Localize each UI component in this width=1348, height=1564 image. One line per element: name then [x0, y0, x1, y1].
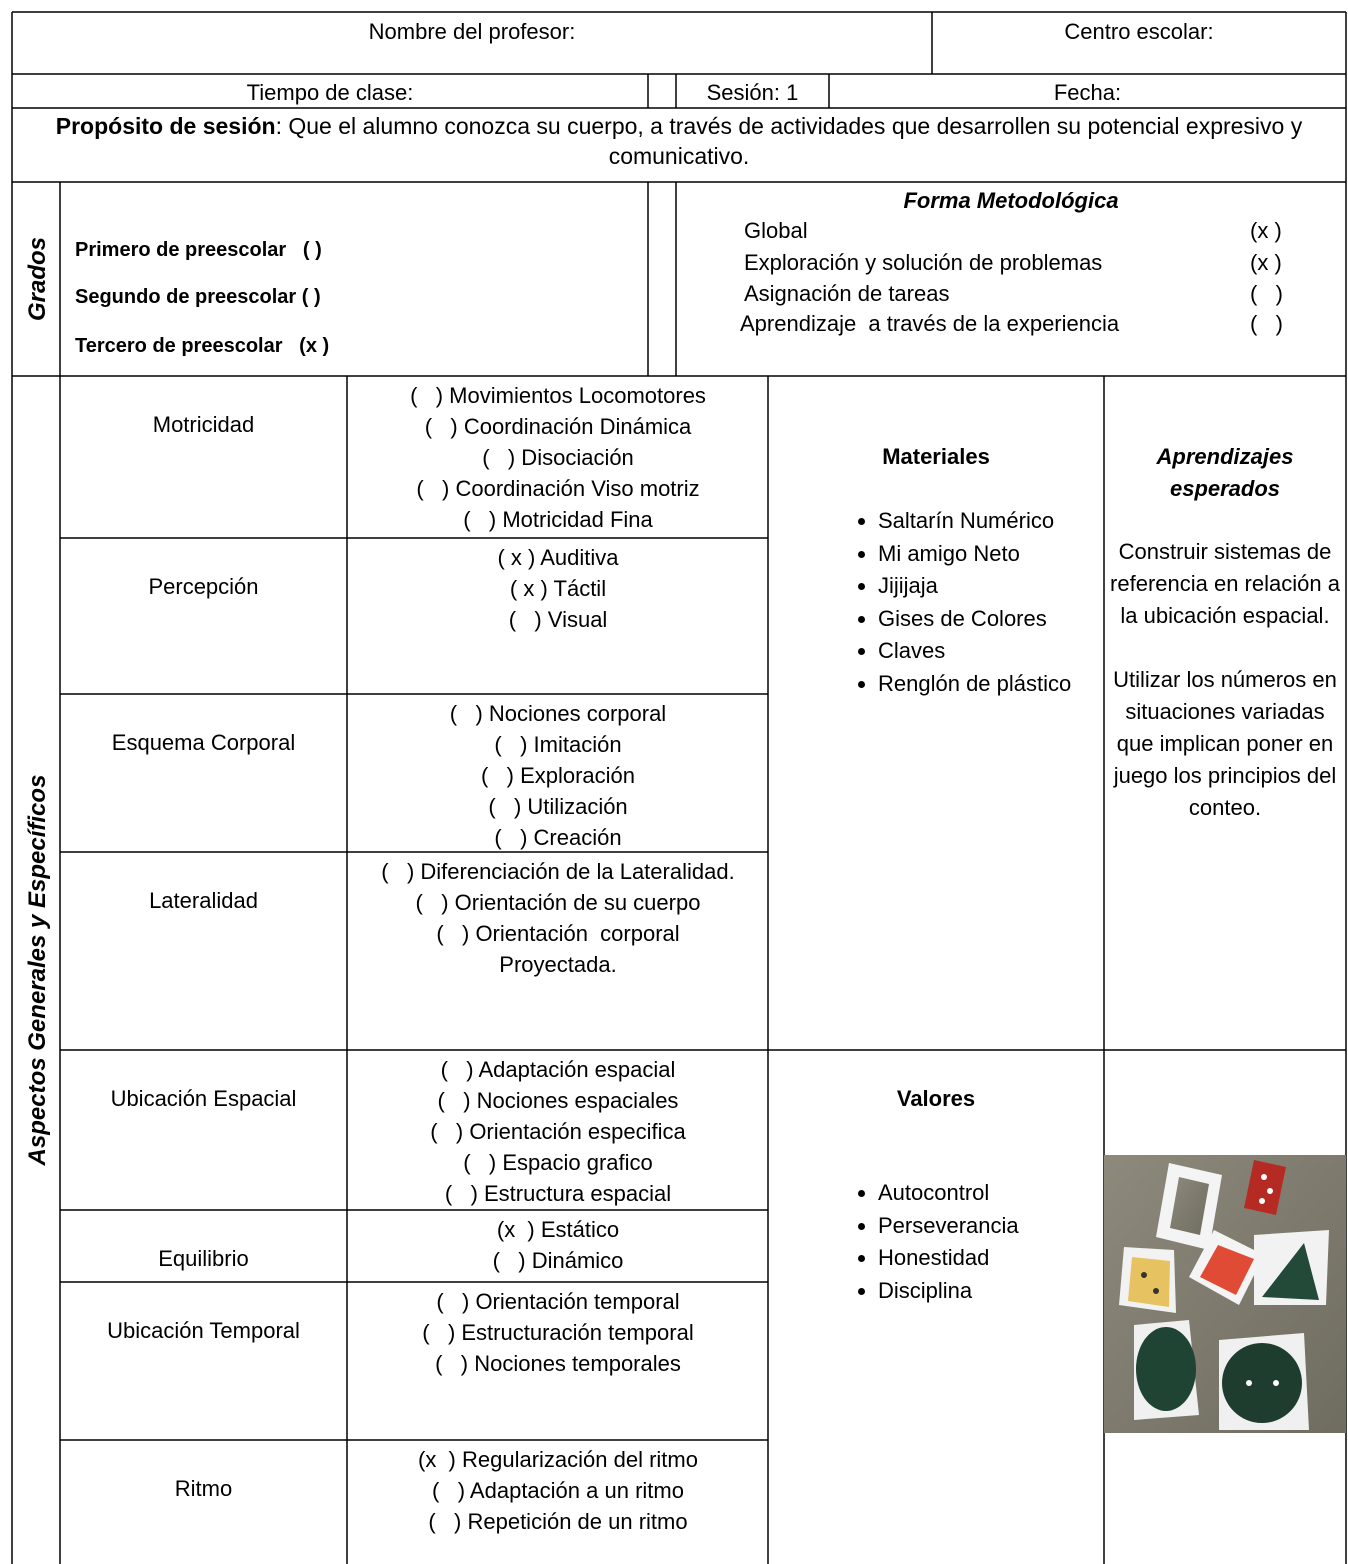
material-item: Gises de Colores	[878, 603, 1093, 636]
aspect-options: (x ) Regularización del ritmo ( ) Adaptac…	[377, 1444, 739, 1537]
date-label: Fecha:	[1053, 80, 1122, 105]
aspect-options: ( ) Movimientos Locomotores ( ) Coordinac…	[377, 380, 739, 535]
aspect-option: ( ) Creación	[494, 825, 622, 850]
material-item: Jijijaja	[878, 570, 1093, 603]
method-mark: (x )	[1250, 218, 1282, 243]
aspect-option: ( ) Repetición de un ritmo	[428, 1509, 688, 1534]
method-mark: ( )	[1250, 281, 1283, 306]
material-item: Renglón de plástico	[878, 668, 1093, 701]
aspect-options: ( ) Diferenciación de la Lateralidad. ( )…	[377, 856, 739, 980]
material-item: Mi amigo Neto	[878, 538, 1093, 571]
aspects-title: Aspectos Generales y Específicos	[24, 774, 51, 1166]
aspect-option: ( x ) Táctil	[509, 576, 607, 601]
value-item: Autocontrol	[878, 1177, 1118, 1210]
aspect-option: ( ) Estructura espacial	[444, 1181, 672, 1206]
aspect-option: ( ) Motricidad Fina	[463, 507, 653, 532]
values-title: Valores	[896, 1086, 976, 1111]
method-name: Global	[744, 218, 808, 243]
aspect-options: ( ) Adaptación espacial ( ) Nociones espa…	[377, 1054, 739, 1209]
aspect-option: ( ) Imitación	[494, 732, 622, 757]
method-name: Exploración y solución de problemas	[744, 250, 1103, 275]
grade-item: Primero de preescolar ( )	[75, 239, 322, 261]
material-item: Saltarín Numérico	[878, 505, 1093, 538]
school-label: Centro escolar:	[1064, 19, 1214, 44]
materials-list: Saltarín NuméricoMi amigo NetoJijijajaGi…	[818, 505, 1093, 700]
session: Sesión: 1	[706, 80, 799, 105]
method-mark: (x )	[1250, 250, 1282, 275]
aspect-option: (x ) Regularización del ritmo	[418, 1447, 698, 1472]
aspect-options: ( x ) Auditiva ( x ) Táctil ( ) Visual	[377, 542, 739, 635]
purpose-text: : Que el alumno conozca su cuerpo, a tra…	[275, 113, 1303, 169]
aspect-option: ( ) Visual	[508, 607, 608, 632]
aspect-option: ( ) Orientación corporal Proyectada.	[436, 921, 686, 977]
value-item: Honestidad	[878, 1242, 1118, 1275]
learning-text: Construir sistemas de referencia en rela…	[1110, 536, 1340, 856]
aspect-option: ( ) Estructuración temporal	[422, 1320, 694, 1345]
aspect-options: ( ) Nociones corporal ( ) Imitación ( ) Ex…	[377, 698, 739, 853]
aspect-option: ( ) Adaptación espacial	[440, 1057, 676, 1082]
aspect-name: Ubicación Temporal	[107, 1318, 300, 1343]
aspect-option: ( ) Diferenciación de la Lateralidad.	[381, 859, 735, 884]
method-name: Asignación de tareas	[744, 281, 950, 306]
aspect-option: ( ) Disociación	[482, 445, 634, 470]
aspect-options: (x ) Estático ( ) Dinámico	[377, 1214, 739, 1276]
aspect-options: ( ) Orientación temporal ( ) Estructuraci…	[377, 1286, 739, 1379]
aspect-option: ( ) Exploración	[480, 763, 636, 788]
aspect-option: ( ) Dinámico	[492, 1248, 624, 1273]
method-mark: ( )	[1250, 311, 1283, 336]
aspect-option: ( ) Movimientos Locomotores	[410, 383, 706, 408]
purpose: Propósito de sesión: Que el alumno conoz…	[16, 111, 1342, 171]
methodology-title: Forma Metodológica	[903, 188, 1119, 213]
aspect-name: Percepción	[148, 574, 259, 599]
learning-paragraph: Construir sistemas de referencia en rela…	[1110, 539, 1340, 628]
aspect-option: ( ) Nociones corporal	[449, 701, 667, 726]
aspect-name: Equilibrio	[158, 1246, 249, 1271]
materials-title: Materiales	[882, 444, 990, 469]
aspect-option: ( ) Orientación temporal	[436, 1289, 680, 1314]
purpose-label: Propósito de sesión	[55, 113, 276, 139]
aspect-option: ( ) Adaptación a un ritmo	[432, 1478, 684, 1503]
aspect-option: ( ) Coordinación Dinámica	[424, 414, 692, 439]
aspect-option: ( ) Utilización	[488, 794, 628, 819]
aspect-name: Motricidad	[152, 412, 255, 437]
learning-paragraph: Utilizar los números en situaciones vari…	[1113, 667, 1337, 820]
method-name: Aprendizaje a través de la experiencia	[740, 311, 1120, 336]
learning-title: Aprendizajes esperados	[1156, 444, 1294, 501]
aspect-option: ( x ) Auditiva	[497, 545, 619, 570]
values-list: AutocontrolPerseveranciaHonestidadDiscip…	[818, 1177, 1118, 1307]
material-item: Claves	[878, 635, 1093, 668]
aspect-name: Lateralidad	[149, 888, 258, 913]
time-label: Tiempo de clase:	[246, 80, 414, 105]
materials-photo	[1104, 1155, 1346, 1433]
aspect-option: ( ) Nociones espaciales	[437, 1088, 679, 1113]
aspect-option: ( ) Orientación de su cuerpo	[415, 890, 701, 915]
aspect-option: ( ) Espacio grafico	[463, 1150, 653, 1175]
aspect-name: Ubicación Espacial	[110, 1086, 297, 1111]
aspect-option: ( ) Nociones temporales	[435, 1351, 681, 1376]
aspect-name: Esquema Corporal	[111, 730, 296, 755]
grades-title: Grados	[24, 236, 51, 322]
aspect-option: ( ) Orientación especifica	[430, 1119, 686, 1144]
aspect-name: Ritmo	[174, 1476, 233, 1501]
teacher-label: Nombre del profesor:	[368, 19, 576, 44]
aspect-option: ( ) Coordinación Viso motriz	[416, 476, 700, 501]
aspect-option: (x ) Estático	[496, 1217, 620, 1242]
grade-item: Tercero de preescolar (x )	[75, 335, 330, 357]
grade-item: Segundo de preescolar ( )	[75, 286, 321, 308]
value-item: Disciplina	[878, 1275, 1118, 1308]
value-item: Perseverancia	[878, 1210, 1118, 1243]
